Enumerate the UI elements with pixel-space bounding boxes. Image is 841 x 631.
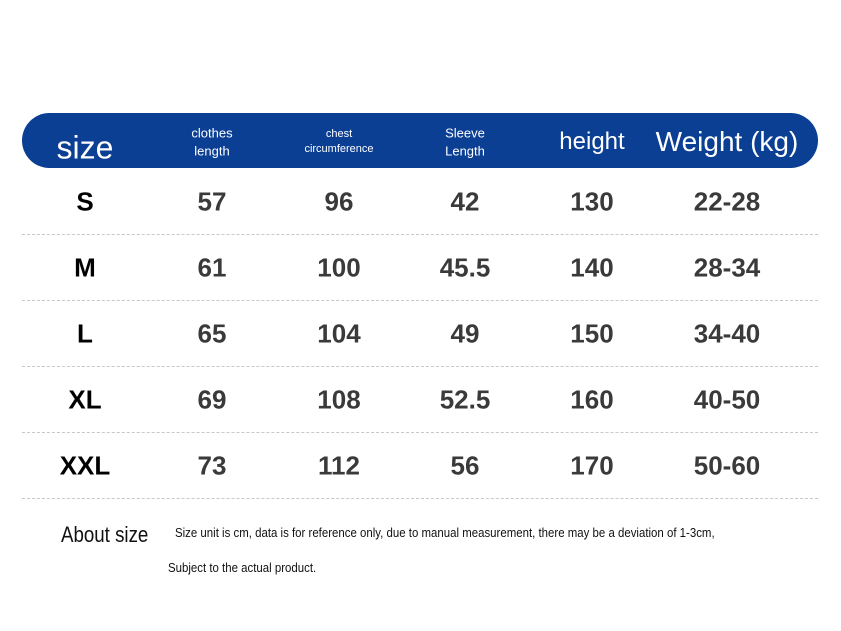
table-cell: XXL (59, 450, 111, 481)
table-cell: L (77, 318, 93, 349)
row-separator (22, 432, 818, 433)
table-cell: 52.5 (439, 384, 491, 415)
table-cell: 140 (570, 252, 614, 283)
table-cell: 57 (197, 186, 227, 217)
table-cell: 61 (197, 252, 227, 283)
table-cell: 49 (450, 318, 480, 349)
row-separator (22, 366, 818, 367)
table-cell: 50-60 (693, 450, 761, 481)
table-cell: 56 (450, 450, 480, 481)
table-cell: 170 (570, 450, 614, 481)
table-cell: 40-50 (693, 384, 761, 415)
table-cell: 100 (317, 252, 361, 283)
header-bar (22, 113, 818, 168)
table-cell: M (74, 252, 96, 283)
table-cell: 104 (317, 318, 361, 349)
header-cell: height (559, 127, 625, 155)
about-label: About size (61, 522, 149, 547)
table-cell: 108 (317, 384, 361, 415)
table-cell: 130 (570, 186, 614, 217)
header-cell: Sleeve Length (445, 125, 485, 158)
table-cell: 65 (197, 318, 227, 349)
table-cell: 22-28 (693, 186, 761, 217)
table-cell: 45.5 (439, 252, 491, 283)
table-cell: 28-34 (693, 252, 761, 283)
table-cell: 160 (570, 384, 614, 415)
table-cell: XL (68, 384, 102, 415)
table-cell: 69 (197, 384, 227, 415)
header-cell: Weight (kg) (655, 126, 799, 158)
row-separator (22, 300, 818, 301)
note-line: Size unit is cm, data is for reference o… (175, 525, 715, 540)
note-line: Subject to the actual product. (168, 560, 317, 575)
table-cell: 73 (197, 450, 227, 481)
header-cell: size (56, 129, 114, 166)
header-cell: chest circumference (304, 128, 374, 155)
table-cell: 96 (324, 186, 354, 217)
table-cell: 42 (450, 186, 480, 217)
row-separator (22, 234, 818, 235)
table-cell: 112 (318, 450, 360, 481)
header-cell: clothes length (191, 125, 233, 158)
table-cell: S (76, 186, 94, 217)
row-separator (22, 498, 818, 499)
table-cell: 150 (570, 318, 614, 349)
table-cell: 34-40 (693, 318, 761, 349)
